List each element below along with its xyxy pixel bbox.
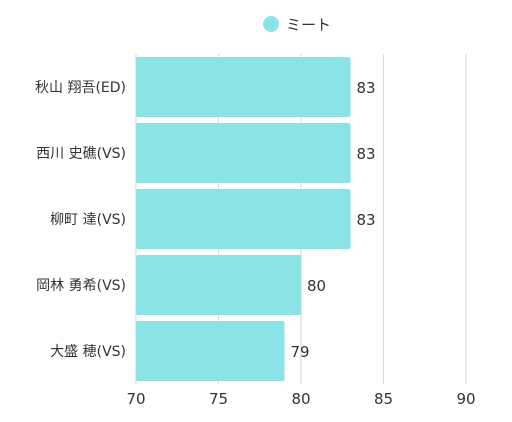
category-label: 大盛 穂(VS) (50, 344, 126, 360)
data-label: 83 (357, 79, 376, 97)
data-label: 83 (357, 145, 376, 163)
bar (136, 321, 285, 381)
data-label: 83 (357, 211, 376, 229)
x-tick-labels: 70 75 80 85 90 (126, 390, 475, 408)
category-label: 岡林 勇希(VS) (36, 278, 126, 294)
x-tick-label: 90 (456, 390, 475, 408)
x-tick-label: 75 (209, 390, 228, 408)
bar (136, 123, 351, 183)
data-label: 79 (291, 343, 310, 361)
legend-marker (263, 16, 279, 32)
category-labels: 秋山 翔吾(ED) 西川 史礁(VS) 柳町 達(VS) 岡林 勇希(VS) 大盛 穂(… (35, 80, 126, 360)
bars: 83 83 83 80 79 (136, 57, 376, 381)
x-tick-label: 85 (374, 390, 393, 408)
data-label: 80 (307, 277, 326, 295)
category-label: 柳町 達(VS) (50, 211, 126, 228)
bar (136, 255, 301, 315)
x-tick-label: 80 (291, 390, 310, 408)
legend-label: ミート (286, 16, 331, 34)
bar (136, 189, 351, 249)
category-label: 秋山 翔吾(ED) (35, 80, 126, 96)
legend: ミート (263, 16, 331, 34)
bar (136, 57, 351, 117)
x-tick-label: 70 (126, 390, 145, 408)
category-label: 西川 史礁(VS) (36, 146, 126, 162)
